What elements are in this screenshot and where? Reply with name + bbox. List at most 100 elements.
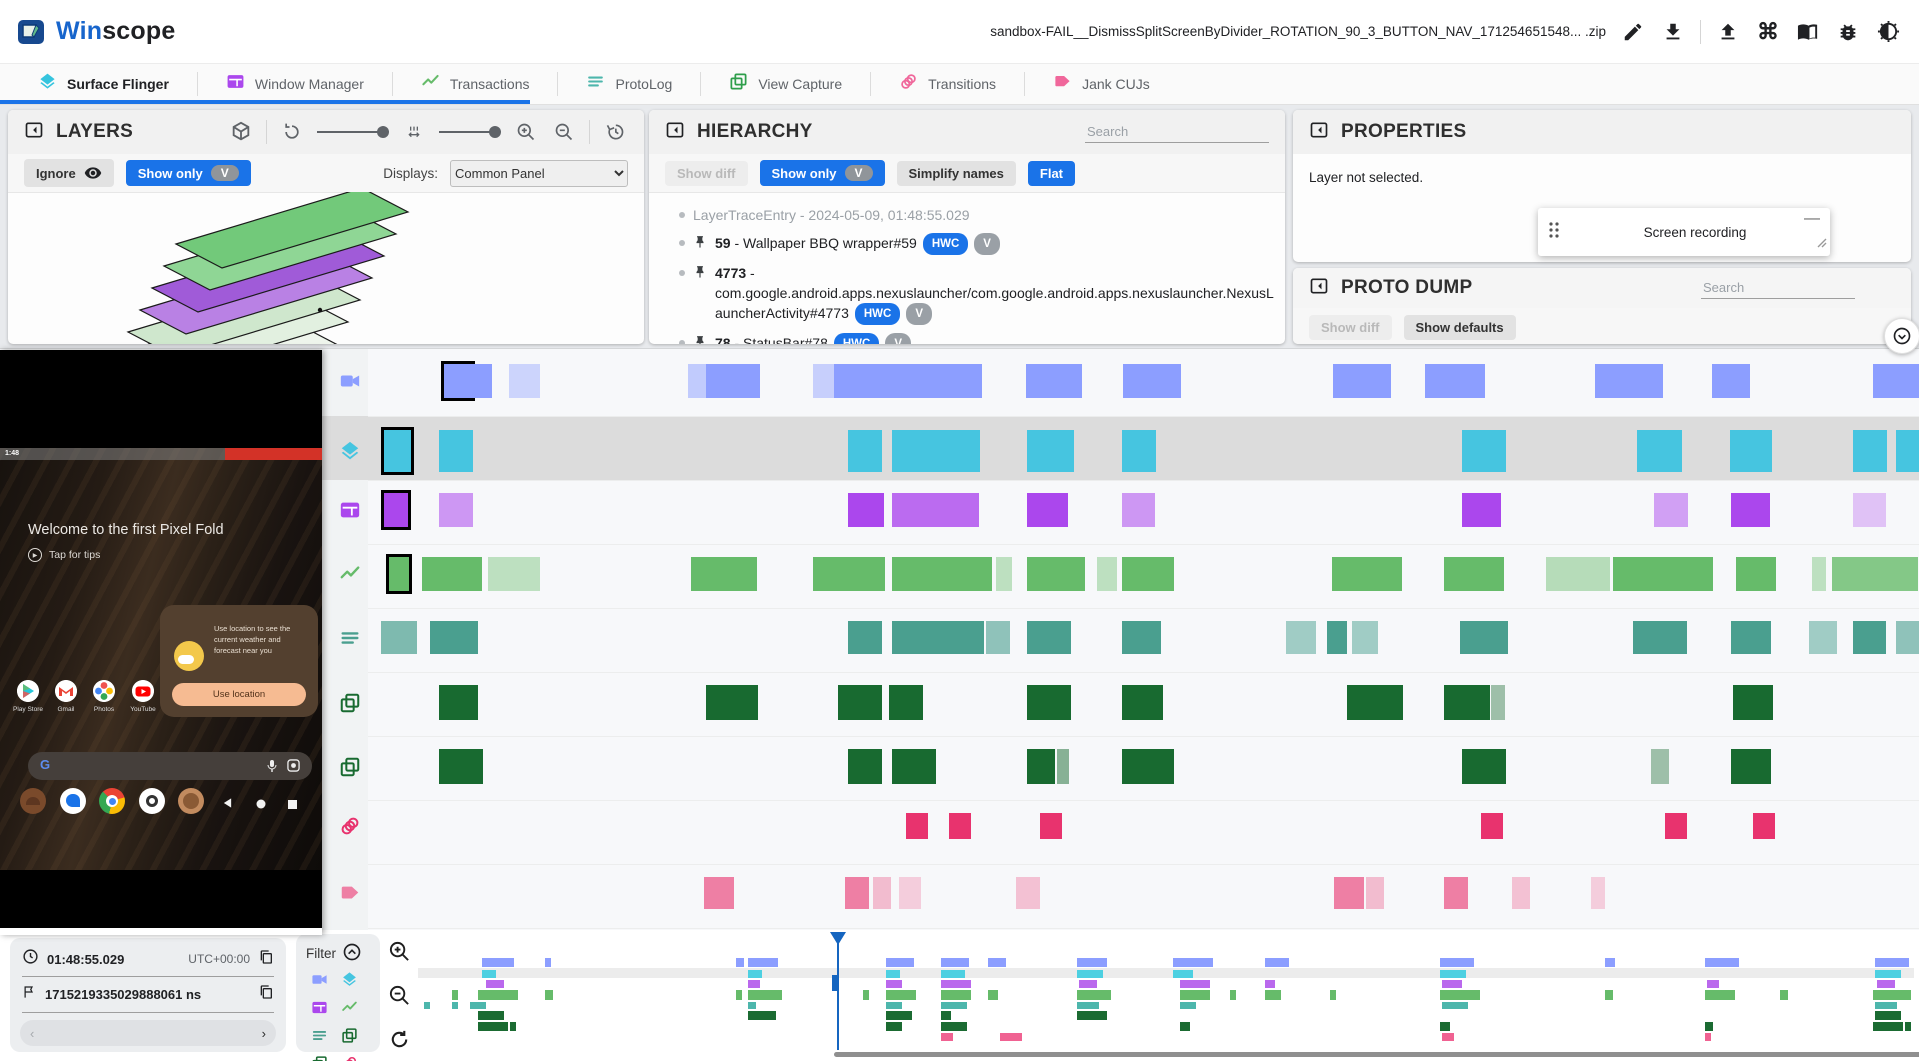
download-icon[interactable] [1660, 19, 1686, 45]
pin-icon[interactable] [693, 333, 707, 344]
pin-icon[interactable] [693, 233, 707, 254]
upload-icon[interactable] [1715, 19, 1741, 45]
timeline-entry-view-capture-2[interactable] [439, 749, 483, 784]
track-icon-transitions[interactable] [339, 815, 361, 837]
timeline-entry-window-manager[interactable] [1462, 493, 1501, 527]
dock-app-icon[interactable] [20, 788, 46, 814]
nav-recents-button[interactable] [288, 796, 297, 814]
timeline-entry-protolog[interactable] [381, 621, 417, 654]
timeline-entry-view-capture-1[interactable] [1027, 685, 1071, 720]
minimize-overlay-button[interactable]: — [1804, 210, 1820, 227]
minimap-scrollbar[interactable] [834, 1052, 1919, 1057]
timeline-entry-view-capture-1[interactable] [889, 685, 923, 720]
track-icon-jank-cujs[interactable] [339, 882, 361, 904]
app-icon-photos[interactable] [93, 680, 115, 702]
timeline-entry-protolog[interactable] [430, 621, 478, 654]
timeline-entry-window-manager[interactable] [439, 493, 473, 527]
timeline-entry-protolog[interactable] [1731, 621, 1771, 654]
timeline-entry-surface-flinger[interactable] [1462, 430, 1506, 472]
collapse-timeline-button[interactable] [1884, 318, 1919, 354]
timeline-entry-transitions[interactable] [949, 813, 971, 839]
hierarchy-search-input[interactable] [1085, 121, 1269, 143]
timeline-entry-protolog[interactable] [1286, 621, 1316, 654]
timeline-entry-view-capture-2[interactable] [1731, 749, 1771, 784]
timeline-entry-screen-recording[interactable] [1123, 364, 1181, 398]
timeline-entry-window-manager[interactable] [1122, 493, 1155, 527]
timeline-entry-view-capture-2[interactable] [1027, 749, 1055, 784]
filter-toggle-transitions[interactable] [341, 1055, 358, 1061]
timeline-entry-surface-flinger[interactable] [439, 430, 473, 472]
timeline-entry-screen-recording[interactable] [1595, 364, 1663, 398]
timeline-entry-transactions[interactable] [1812, 557, 1826, 591]
edit-icon[interactable] [1620, 19, 1646, 45]
show-only-button[interactable]: Show only V [759, 160, 885, 186]
hierarchy-node[interactable]: LayerTraceEntry - 2024-05-09, 01:48:55.0… [679, 201, 1275, 229]
timeline-entry-transactions[interactable] [813, 557, 885, 591]
timeline-entry-transitions[interactable] [1753, 813, 1775, 839]
timeline-entry-protolog[interactable] [1122, 621, 1161, 654]
spacing-slider[interactable] [439, 126, 501, 138]
timeline-entry-surface-flinger[interactable] [1896, 430, 1919, 472]
tab-window-manager[interactable]: Window Manager [198, 64, 392, 104]
shortcuts-icon[interactable]: ⌘ [1757, 18, 1779, 44]
timeline-entry-view-capture-2[interactable] [892, 749, 936, 784]
filter-toggle-transactions[interactable] [341, 999, 358, 1021]
timeline-entry-jank-cujs[interactable] [873, 877, 891, 909]
track-icon-window-manager[interactable] [339, 499, 361, 521]
app-icon-youtube[interactable] [132, 680, 154, 702]
timeline-entry-surface-flinger[interactable] [1027, 430, 1074, 472]
timeline-entry-window-manager[interactable] [892, 493, 979, 527]
timeline-entry-transactions[interactable] [1736, 557, 1776, 591]
show-only-button[interactable]: Show only V [125, 160, 251, 186]
track-icon-protolog[interactable] [339, 627, 361, 649]
reset-view-icon[interactable] [602, 119, 628, 145]
timeline-entry-window-manager[interactable] [1654, 493, 1688, 527]
track-icon-view-capture-2[interactable] [339, 756, 361, 778]
timeline-entry-protolog[interactable] [1327, 621, 1347, 654]
dock-app-icon[interactable] [60, 788, 86, 814]
timeline-entry-surface-flinger[interactable] [1122, 430, 1156, 472]
timeline-entry-transactions[interactable] [996, 557, 1012, 591]
timeline-entry-transitions[interactable] [906, 813, 928, 839]
timeline-entry-transactions[interactable] [691, 557, 757, 591]
timeline-entry-screen-recording[interactable] [706, 364, 760, 398]
timeline-entry-protolog[interactable] [892, 621, 984, 654]
timeline-entry-window-manager[interactable] [1027, 493, 1068, 527]
nav-back-button[interactable] [222, 796, 233, 814]
track-icon-transactions[interactable] [339, 563, 361, 585]
use-location-button[interactable]: Use location [172, 683, 306, 706]
timeline-entry-transactions[interactable] [1444, 557, 1504, 591]
timeline-entry-jank-cujs[interactable] [1016, 877, 1040, 909]
track-icon-surface-flinger[interactable] [339, 440, 361, 462]
minimap-reset-zoom-icon[interactable] [388, 1028, 411, 1056]
timeline-entry-view-capture-1[interactable] [1491, 685, 1505, 720]
timeline-entry-transactions[interactable] [892, 557, 992, 591]
timeline-entry-jank-cujs[interactable] [1334, 877, 1364, 909]
show-defaults-button[interactable]: Show defaults [1403, 314, 1516, 340]
timeline-entry-surface-flinger[interactable] [1637, 430, 1682, 472]
rotation-icon[interactable] [279, 119, 305, 145]
timeline-entry-protolog[interactable] [848, 621, 882, 654]
timeline-entry-protolog[interactable] [1460, 621, 1508, 654]
timeline-entry-protolog[interactable] [1896, 621, 1919, 654]
rotation-slider[interactable] [317, 126, 389, 138]
timeline-entry-jank-cujs[interactable] [1512, 877, 1530, 909]
timeline-entry-view-capture-1[interactable] [1733, 685, 1773, 720]
timeline-entry-view-capture-2[interactable] [848, 749, 882, 784]
dock-app-icon[interactable] [139, 788, 165, 814]
timeline-entry-transactions[interactable] [1613, 557, 1713, 591]
filter-toggle-window-manager[interactable] [311, 999, 328, 1021]
layers-3d-view[interactable] [8, 192, 644, 344]
report-bug-icon[interactable] [1835, 19, 1861, 45]
timeline-entry-transactions[interactable] [488, 557, 540, 591]
timeline-entry-view-capture-1[interactable] [439, 685, 478, 720]
app-icon-gmail[interactable] [55, 680, 77, 702]
tab-protolog[interactable]: ProtoLog [558, 64, 700, 104]
track-icon-view-capture-1[interactable] [339, 692, 361, 714]
show-diff-button[interactable]: Show diff [1309, 314, 1392, 340]
filter-toggle-screen-recording[interactable] [311, 971, 328, 993]
copy-timestamp-icon[interactable] [258, 949, 274, 970]
dock-app-icon[interactable] [99, 788, 125, 814]
timeline-entry-window-manager[interactable] [1731, 493, 1770, 527]
zoom-out-icon[interactable] [551, 119, 577, 145]
